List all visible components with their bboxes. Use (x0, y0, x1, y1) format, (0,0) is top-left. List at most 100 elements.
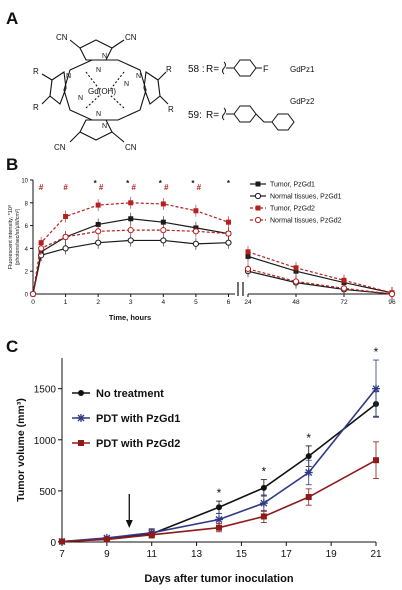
data-point (95, 202, 101, 208)
x-tick-label: 15 (236, 549, 248, 560)
gd-porphyrazine-structure (41, 39, 169, 143)
data-point (29, 290, 37, 298)
x-axis-title: Time, hours (109, 313, 151, 322)
significance-mark: # (132, 183, 137, 192)
data-point (215, 515, 223, 524)
substituent-label: R (168, 105, 174, 114)
ring-n: N (78, 95, 83, 102)
data-point (128, 216, 134, 222)
ring-n: N (66, 73, 71, 80)
x-tick-label: 19 (326, 549, 338, 560)
y-tick-label: 1500 (34, 385, 57, 396)
data-point (244, 265, 252, 273)
compound-59-number: 59: (188, 110, 202, 121)
data-point (95, 228, 102, 235)
significance-mark: # (197, 183, 202, 192)
x-tick-label: 48 (292, 299, 300, 306)
legend-label: Normal tissues, PzGd2 (270, 218, 342, 225)
data-point (260, 513, 267, 520)
data-point (62, 245, 69, 252)
data-point (341, 277, 347, 283)
legend-label: Normal tissues, PzGd1 (270, 194, 342, 201)
ring-n: N (96, 111, 101, 118)
y-tick-label: 0 (25, 293, 29, 299)
compound-58-name: GdPz1 (290, 65, 315, 74)
substituent-label: CN (56, 33, 68, 42)
significance-mark: * (159, 179, 163, 188)
x-tick-label: 24 (244, 299, 252, 306)
legend-marker (255, 205, 261, 211)
legend-marker (254, 192, 262, 200)
data-point (127, 227, 134, 234)
data-point (305, 494, 312, 501)
substituent-label: R (33, 103, 39, 112)
x-tick-label: 4 (162, 299, 166, 306)
data-point (193, 208, 199, 214)
data-point (259, 499, 268, 508)
tumor-volume-chart: 0 500 1000 1500 7 9 11 13 15 17 19 21 Days after tum… (15, 345, 382, 585)
compound-58-number: 58 : (188, 64, 205, 75)
series-line (247, 268, 393, 295)
y-tick-label: 500 (39, 487, 56, 498)
data-point (216, 524, 222, 531)
x-tick-label: 21 (370, 549, 382, 560)
data-point (38, 245, 45, 252)
panel-label-b: B (6, 155, 18, 174)
y-axis-subtitle: (photons/sec/sr/µW/cm²) (15, 208, 21, 265)
data-point (62, 233, 69, 241)
x-tick-label: 17 (281, 549, 293, 560)
substituent-label: CN (125, 33, 137, 42)
compound-58: 58 : R= F GdPz1 (188, 59, 315, 77)
legend-label: Tumor, PzGd2 (270, 206, 315, 213)
x-tick-label: 7 (59, 549, 65, 560)
significance-mark: * (306, 431, 311, 445)
legend-label: No treatment (96, 388, 164, 400)
series-line (32, 202, 229, 295)
significance-mark: * (94, 179, 98, 188)
substituent-label: CN (54, 143, 66, 152)
data-point (260, 484, 267, 491)
data-point (225, 230, 232, 237)
ring-n: N (102, 53, 107, 60)
series-line (247, 255, 393, 294)
legend-marker (78, 440, 84, 446)
data-point (59, 538, 65, 545)
ring-n: N (102, 123, 107, 130)
series-line (247, 251, 393, 294)
star-stroke (305, 469, 313, 476)
data-point (305, 453, 312, 460)
significance-mark: * (191, 179, 195, 188)
ring-n: N (124, 81, 129, 88)
series-line (32, 218, 229, 295)
data-point (63, 213, 69, 219)
panel-label-c: C (6, 337, 18, 356)
compound-59-r: R= (206, 110, 219, 121)
data-point (160, 201, 166, 207)
x-tick-label: 0 (31, 299, 35, 306)
legend-marker (78, 390, 84, 396)
data-point (160, 227, 167, 234)
star-stroke (215, 516, 223, 523)
significance-mark: * (227, 179, 231, 188)
data-point (160, 219, 166, 225)
legend-label: Tumor, PzGd1 (270, 182, 315, 189)
substituent-label: R (33, 67, 39, 76)
significance-mark: * (262, 465, 267, 479)
data-point (128, 200, 134, 206)
series-1 (29, 234, 396, 300)
metal-center-label: Gd(OH) (88, 87, 116, 96)
data-point (216, 504, 222, 511)
data-point (127, 237, 134, 244)
significance-mark: * (126, 179, 130, 188)
legend-label: PDT with PzGd1 (96, 413, 180, 425)
ring-n: N (136, 73, 141, 80)
y-tick-label: 6 (25, 224, 29, 230)
data-point (225, 219, 231, 225)
panel-label-a: A (6, 9, 18, 28)
substituent-label: R (166, 65, 172, 74)
significance-mark: # (99, 183, 104, 192)
compound-59-name: GdPz2 (290, 97, 315, 106)
series-line (32, 239, 229, 295)
